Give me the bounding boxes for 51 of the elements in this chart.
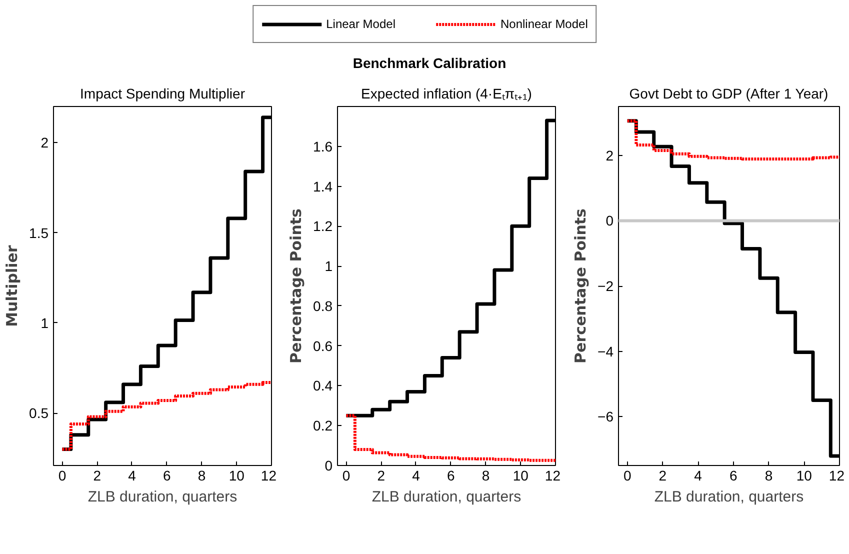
y-tick-label: 2 xyxy=(40,134,49,151)
x-tick-label: 6 xyxy=(446,468,455,484)
y-axis-title: Percentage Points xyxy=(287,208,306,364)
x-tick-label: 0 xyxy=(342,468,350,484)
x-tick-label: 2 xyxy=(93,468,102,484)
y-tick-label: 1.4 xyxy=(313,178,333,194)
x-tick-label: 2 xyxy=(658,468,667,484)
x-tick-label: 4 xyxy=(412,468,420,484)
y-tick-label: 0.5 xyxy=(29,405,49,422)
y-tick-label: 2 xyxy=(606,147,614,164)
x-axis-title: ZLB duration, quarters xyxy=(372,488,522,506)
x-axis-title: ZLB duration, quarters xyxy=(88,488,238,506)
x-tick-label: 10 xyxy=(796,468,812,484)
x-axis-title: ZLB duration, quarters xyxy=(654,488,804,506)
y-tick-label: 0.8 xyxy=(313,298,333,314)
y-axis-title: Percentage Points xyxy=(572,208,590,364)
y-tick-label: 1.6 xyxy=(313,138,333,154)
y-axis-title: Multiplier xyxy=(3,244,22,327)
x-tick-label: 12 xyxy=(260,468,277,484)
y-tick-label: 0 xyxy=(606,212,614,229)
x-tick-label: 4 xyxy=(128,468,136,484)
y-tick-label: 1.2 xyxy=(313,218,333,234)
x-tick-label: 12 xyxy=(544,468,561,484)
y-tick-label: 0 xyxy=(324,458,333,474)
x-tick-label: 10 xyxy=(228,468,245,484)
y-tick-label: −4 xyxy=(598,343,614,360)
x-tick-label: 12 xyxy=(828,468,845,484)
x-tick-label: 0 xyxy=(58,468,66,484)
x-tick-label: 2 xyxy=(377,468,386,484)
y-tick-label: −2 xyxy=(598,278,614,294)
y-tick-label: 1 xyxy=(40,314,49,331)
y-tick-label: 1.5 xyxy=(29,224,49,241)
x-tick-label: 10 xyxy=(512,468,529,484)
legend-label: Nonlinear Model xyxy=(500,17,588,31)
chart-title: Impact Spending Multiplier xyxy=(80,86,246,102)
chart-title: Expected inflation (4·Eₜπₜ₊₁) xyxy=(361,86,532,102)
y-tick-label: 0.2 xyxy=(313,418,333,434)
x-tick-label: 0 xyxy=(623,468,632,484)
x-tick-label: 8 xyxy=(764,468,773,484)
x-tick-label: 8 xyxy=(198,468,206,484)
x-tick-label: 6 xyxy=(730,468,738,484)
y-tick-label: 1 xyxy=(324,258,333,274)
text: Benchmark Calibration xyxy=(352,54,506,73)
y-tick-label: 0.4 xyxy=(313,378,333,394)
x-tick-label: 8 xyxy=(482,468,490,484)
chart-title: Govt Debt to GDP (After 1 Year) xyxy=(629,86,828,102)
x-tick-label: 4 xyxy=(694,468,702,484)
legend-label: Linear Model xyxy=(326,17,396,31)
y-tick-label: 0.6 xyxy=(313,338,333,354)
x-tick-label: 6 xyxy=(162,468,171,484)
y-tick-label: −6 xyxy=(598,408,614,425)
